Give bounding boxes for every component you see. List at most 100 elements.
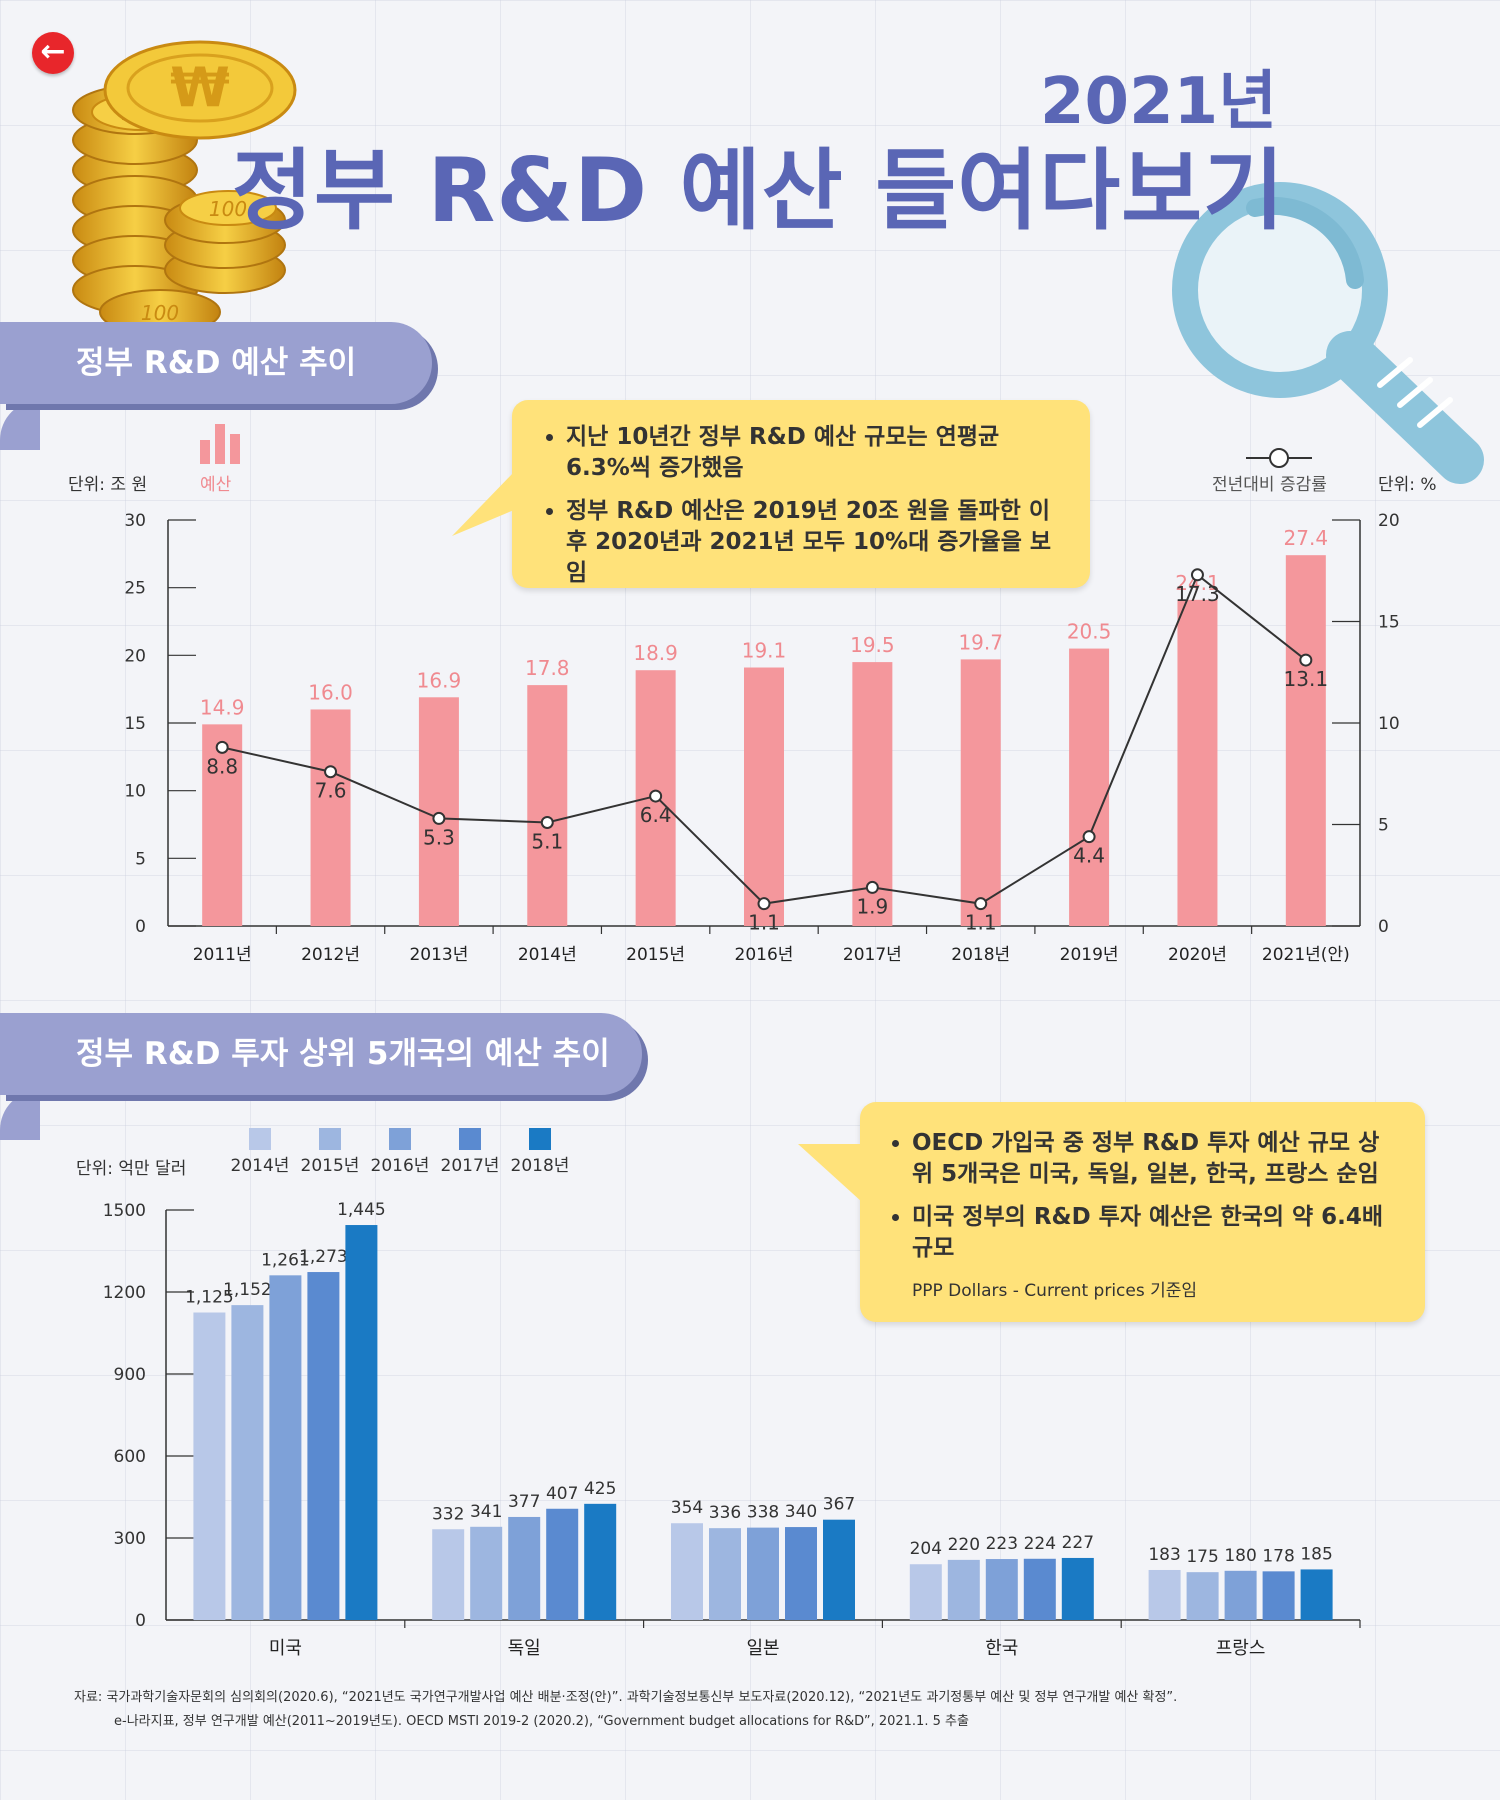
legend-line-icon bbox=[1246, 448, 1312, 468]
legend-bar-icon bbox=[200, 424, 240, 464]
bar-value-label: 407 bbox=[546, 1484, 578, 1504]
bar-value-label: 220 bbox=[948, 1535, 980, 1555]
y-tick-label: 0 bbox=[135, 1611, 146, 1631]
callout-item: 정부 R&D 예산은 2019년 20조 원을 돌파한 이후 2020년과 20… bbox=[566, 496, 1066, 589]
y-tick-label-right: 10 bbox=[1378, 714, 1400, 734]
bar-value-label: 1,261 bbox=[261, 1250, 310, 1270]
bar-value-label: 19.1 bbox=[742, 639, 787, 663]
callout-pointer bbox=[452, 472, 514, 536]
y-tick-label-left: 25 bbox=[124, 579, 146, 599]
bar bbox=[747, 1527, 779, 1620]
y-tick-label-right: 15 bbox=[1378, 613, 1400, 633]
bar bbox=[1186, 1572, 1219, 1620]
y-tick-label-left: 30 bbox=[124, 511, 146, 531]
bar bbox=[744, 667, 784, 926]
growth-point bbox=[540, 815, 554, 829]
bar-value-label: 425 bbox=[584, 1479, 616, 1499]
x-tick-label: 2016년 bbox=[735, 945, 794, 965]
growth-point bbox=[1082, 830, 1096, 844]
legend-swatch bbox=[389, 1128, 411, 1150]
y-tick-label-left: 20 bbox=[124, 646, 146, 666]
y-tick-label: 1500 bbox=[103, 1201, 146, 1221]
section-tab-top5-countries: 정부 R&D 투자 상위 5개국의 예산 추이 bbox=[0, 1013, 642, 1095]
unit-right: 단위: % bbox=[1378, 475, 1437, 495]
y-tick-label-right: 0 bbox=[1378, 917, 1389, 937]
x-tick-label: 2020년 bbox=[1168, 945, 1227, 965]
bar bbox=[823, 1519, 855, 1620]
bar-value-label: 19.5 bbox=[850, 633, 895, 657]
title-year: 2021년 bbox=[1040, 65, 1278, 139]
growth-point bbox=[757, 897, 771, 911]
growth-point bbox=[974, 897, 988, 911]
coin-symbol: ₩ bbox=[170, 56, 230, 119]
legend-line-label: 전년대비 증감률 bbox=[1212, 475, 1327, 495]
growth-value-label: 7.6 bbox=[315, 779, 347, 803]
y-tick-label-right: 5 bbox=[1378, 816, 1389, 836]
footnote-line-2: e-나라지표, 정부 연구개발 예산(2011~2019년도). OECD MS… bbox=[114, 1714, 969, 1729]
growth-point bbox=[215, 740, 229, 754]
bar-value-label: 336 bbox=[709, 1503, 741, 1523]
growth-point bbox=[649, 789, 663, 803]
left-arrow-icon: ← bbox=[40, 34, 66, 69]
callout-pointer bbox=[798, 1144, 862, 1202]
growth-point bbox=[432, 811, 446, 825]
bar-value-label: 204 bbox=[910, 1539, 942, 1559]
bar-value-label: 227 bbox=[1062, 1533, 1094, 1553]
y-tick-label: 1200 bbox=[103, 1283, 146, 1303]
unit-left: 단위: 조 원 bbox=[68, 475, 148, 495]
bar bbox=[546, 1508, 579, 1620]
bar bbox=[985, 1559, 1018, 1620]
bar-value-label: 16.9 bbox=[417, 668, 462, 692]
bar-value-label: 1,152 bbox=[223, 1280, 272, 1300]
bar bbox=[947, 1559, 980, 1620]
coin-face bbox=[179, 190, 277, 226]
growth-value-label: 5.3 bbox=[423, 825, 455, 849]
bar-value-label: 332 bbox=[432, 1504, 464, 1524]
bar bbox=[202, 724, 243, 926]
y-tick-label-left: 15 bbox=[124, 714, 146, 734]
bar bbox=[709, 1528, 741, 1620]
bar-value-label: 183 bbox=[1148, 1545, 1180, 1565]
bar-value-label: 377 bbox=[508, 1492, 540, 1512]
bar-value-label: 340 bbox=[785, 1502, 817, 1522]
callout-item: OECD 가입국 중 정부 R&D 투자 예산 규모 상위 5개국은 미국, 독… bbox=[912, 1128, 1399, 1190]
bar-value-label: 341 bbox=[470, 1502, 502, 1522]
coin-text: 100 bbox=[209, 197, 247, 221]
y-tick-label-left: 10 bbox=[124, 782, 146, 802]
bar-value-label: 18.9 bbox=[633, 641, 678, 665]
x-tick-label: 프랑스 bbox=[1216, 1638, 1266, 1659]
y-tick-label: 900 bbox=[114, 1365, 146, 1385]
section-tab-label: 정부 R&D 예산 추이 bbox=[76, 345, 357, 381]
x-tick-label: 2018년 bbox=[951, 945, 1010, 965]
growth-value-label: 13.1 bbox=[1284, 667, 1329, 691]
bar-value-label: 20.5 bbox=[1067, 620, 1112, 644]
bar bbox=[231, 1305, 264, 1620]
back-button[interactable]: ← bbox=[32, 32, 74, 74]
legend-swatch bbox=[249, 1128, 271, 1150]
x-tick-label: 독일 bbox=[508, 1638, 541, 1659]
bar-value-label: 354 bbox=[671, 1498, 703, 1518]
unit-left-2: 단위: 억만 달러 bbox=[76, 1159, 187, 1179]
bar-value-label: 367 bbox=[823, 1495, 855, 1515]
y-tick-label: 300 bbox=[114, 1529, 146, 1549]
growth-value-label: 1.1 bbox=[748, 911, 780, 935]
bar-value-label: 16.0 bbox=[308, 680, 353, 704]
callout-budget-trend: 지난 10년간 정부 R&D 예산 규모는 연평균 6.3%씩 증가했음 정부 … bbox=[512, 400, 1090, 588]
growth-point bbox=[865, 880, 879, 894]
bar-value-label: 19.7 bbox=[958, 630, 1003, 654]
bar bbox=[432, 1529, 465, 1620]
bar bbox=[508, 1516, 541, 1620]
legend-label: 2017년 bbox=[441, 1156, 500, 1176]
bar-value-label: 338 bbox=[747, 1503, 779, 1523]
legend-bar-label: 예산 bbox=[200, 475, 232, 495]
bar-value-label: 27.4 bbox=[1284, 526, 1329, 550]
growth-value-label: 4.4 bbox=[1073, 844, 1105, 868]
bar bbox=[909, 1564, 942, 1620]
bar bbox=[1069, 648, 1110, 926]
callout-item: 지난 10년간 정부 R&D 예산 규모는 연평균 6.3%씩 증가했음 bbox=[566, 422, 1066, 484]
bar bbox=[584, 1503, 617, 1620]
growth-value-label: 6.4 bbox=[640, 803, 672, 827]
coin bbox=[99, 289, 221, 330]
x-tick-label: 2015년 bbox=[626, 945, 685, 965]
